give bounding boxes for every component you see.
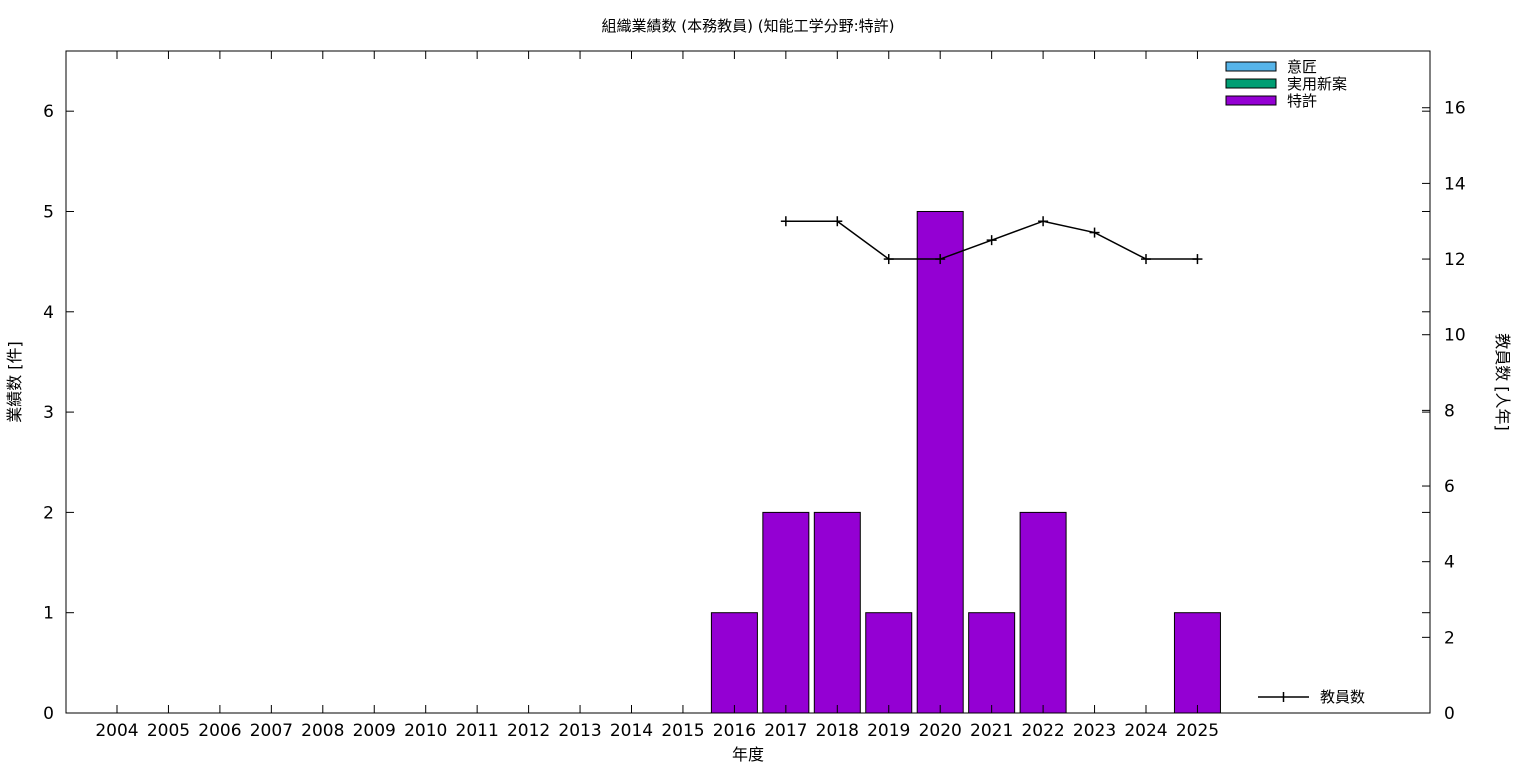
y2-tick-label: 16	[1444, 99, 1466, 119]
y-axis-label: 業績数 [件]	[5, 341, 24, 423]
x-tick-label: 2006	[198, 721, 241, 741]
bar-特許-2018	[813, 511, 861, 714]
x-tick-label: 2004	[95, 721, 138, 741]
y2-tick-label: 12	[1444, 250, 1466, 270]
y2-tick-label: 0	[1444, 704, 1455, 724]
x-tick-label: 2010	[404, 721, 447, 741]
y-tick-label: 1	[43, 604, 54, 624]
chart-title: 組織業績数 (本務教員) (知能工学分野:特許)	[602, 17, 895, 35]
x-tick-label: 2025	[1176, 721, 1219, 741]
x-tick-label: 2017	[764, 721, 807, 741]
legend-swatch-特許	[1225, 95, 1277, 106]
x-tick-label: 2005	[147, 721, 190, 741]
bar-特許-2021	[968, 612, 1016, 714]
bar-特許-2020	[916, 210, 964, 714]
legend-label-特許: 特許	[1287, 92, 1317, 110]
x-tick-label: 2008	[301, 721, 344, 741]
x-tick-label: 2022	[1021, 721, 1064, 741]
y2-tick-label: 4	[1444, 553, 1455, 573]
bar-特許-2016	[710, 612, 758, 714]
bar-特許-2025	[1173, 612, 1221, 714]
legend-label-実用新案: 実用新案	[1287, 75, 1347, 93]
x-tick-label: 2007	[250, 721, 293, 741]
y-tick-label: 5	[43, 202, 54, 222]
y-tick-label: 2	[43, 503, 54, 523]
x-tick-label: 2009	[353, 721, 396, 741]
x-tick-label: 2016	[713, 721, 756, 741]
line-layer	[780, 216, 1203, 265]
x-tick-label: 2012	[507, 721, 550, 741]
y-tick-label: 3	[43, 403, 54, 423]
y2-tick-label: 6	[1444, 477, 1455, 497]
bars-layer	[710, 210, 1221, 714]
y-tick-label: 4	[43, 303, 54, 323]
x-tick-label: 2014	[610, 721, 653, 741]
y2-tick-label: 2	[1444, 628, 1455, 648]
y-tick-label: 0	[43, 704, 54, 724]
legend-label-意匠: 意匠	[1287, 58, 1317, 76]
y2-tick-label: 8	[1444, 401, 1455, 421]
x-tick-label: 2011	[456, 721, 499, 741]
x-tick-label: 2024	[1124, 721, 1167, 741]
legend-label-教員数: 教員数	[1320, 688, 1365, 706]
x-tick-label: 2015	[661, 721, 704, 741]
x-tick-label: 2023	[1073, 721, 1116, 741]
x-tick-label: 2021	[970, 721, 1013, 741]
y2-axis-label: 教員数 [人年]	[1493, 333, 1512, 431]
y-tick-label: 6	[43, 102, 54, 122]
y2-tick-label: 10	[1444, 326, 1466, 346]
bar-特許-2022	[1019, 511, 1067, 714]
x-axis-label: 年度	[732, 745, 764, 764]
x-tick-label: 2013	[558, 721, 601, 741]
bar-特許-2017	[762, 511, 810, 714]
y2-tick-label: 14	[1444, 174, 1466, 194]
x-tick-label: 2019	[867, 721, 910, 741]
legend-swatch-実用新案	[1225, 78, 1277, 89]
x-tick-label: 2018	[816, 721, 859, 741]
legend-swatch-意匠	[1225, 61, 1277, 72]
bar-特許-2019	[865, 612, 913, 714]
x-tick-label: 2020	[919, 721, 962, 741]
